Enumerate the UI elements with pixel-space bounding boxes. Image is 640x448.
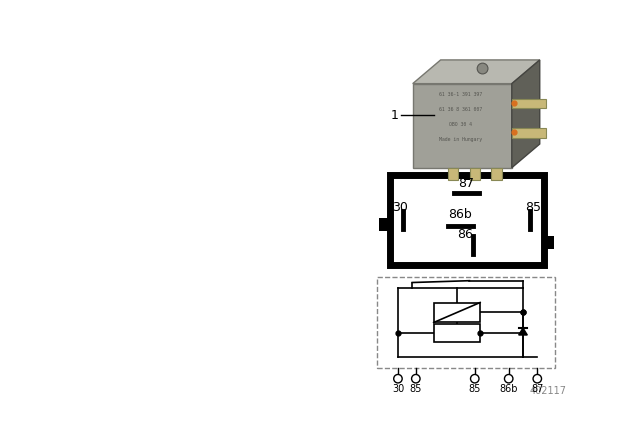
Polygon shape (413, 84, 512, 168)
Bar (376, 277, 555, 368)
Text: Made in Hungary: Made in Hungary (440, 137, 483, 142)
Bar (434, 324, 480, 342)
Text: 61 36 8 361 007: 61 36 8 361 007 (440, 107, 483, 112)
Circle shape (477, 63, 488, 74)
Bar (512, 99, 546, 108)
Bar (463, 174, 472, 180)
Circle shape (394, 375, 402, 383)
Circle shape (470, 375, 479, 383)
Text: 85: 85 (525, 201, 541, 214)
Text: 86b: 86b (449, 208, 472, 221)
Bar (379, 218, 390, 231)
Text: 30: 30 (392, 201, 408, 214)
Text: OBO 30 4: OBO 30 4 (449, 122, 472, 127)
Bar (448, 168, 458, 180)
Circle shape (504, 375, 513, 383)
Text: 86: 86 (457, 228, 473, 241)
Polygon shape (518, 328, 527, 335)
Text: 87: 87 (531, 384, 543, 395)
Circle shape (533, 375, 541, 383)
Polygon shape (512, 60, 540, 168)
Bar (543, 236, 554, 249)
Bar (492, 168, 502, 180)
Bar (390, 176, 543, 265)
Bar (470, 168, 480, 180)
Text: 61 36-1 391 397: 61 36-1 391 397 (440, 92, 483, 97)
Text: 30: 30 (392, 384, 404, 395)
Text: 402117: 402117 (530, 387, 566, 396)
Polygon shape (413, 60, 540, 84)
Text: 1: 1 (390, 109, 398, 122)
Text: 85: 85 (468, 384, 481, 395)
Circle shape (412, 375, 420, 383)
Text: 85: 85 (410, 384, 422, 395)
Text: 87: 87 (459, 177, 475, 190)
Bar (434, 302, 480, 323)
Bar (512, 128, 546, 138)
Text: 86b: 86b (499, 384, 518, 395)
